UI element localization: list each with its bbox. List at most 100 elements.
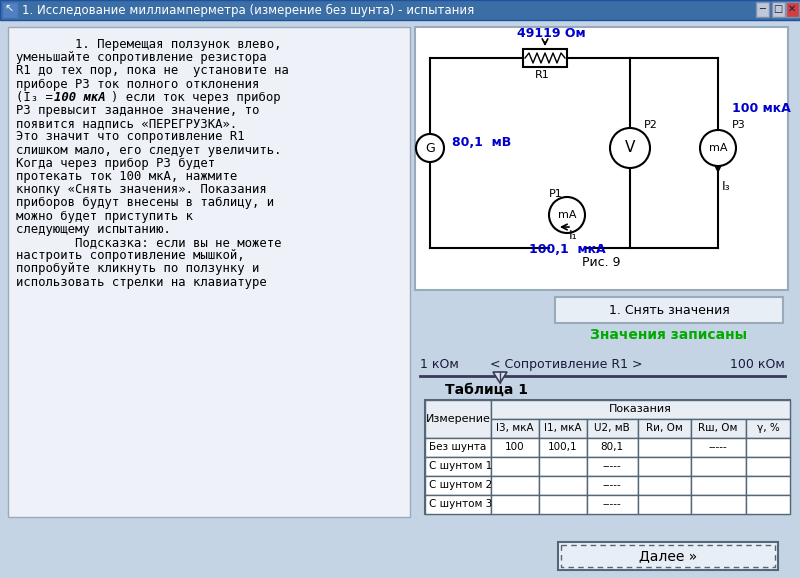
Bar <box>772 2 785 17</box>
Bar <box>691 457 746 476</box>
Bar <box>0 0 800 20</box>
Text: 100,1  мкА: 100,1 мкА <box>529 243 606 256</box>
Text: mA: mA <box>709 143 727 153</box>
Text: I3, мкА: I3, мкА <box>496 423 534 433</box>
Bar <box>491 457 539 476</box>
Text: 100 мкА: 100 мкА <box>54 91 106 104</box>
Text: 100: 100 <box>505 442 525 452</box>
Text: 1. Перемещая ползунок влево,: 1. Перемещая ползунок влево, <box>16 38 282 51</box>
Text: Rи, Ом: Rи, Ом <box>646 423 682 433</box>
Bar <box>638 495 691 514</box>
Bar <box>425 476 491 495</box>
Bar <box>746 419 790 438</box>
Text: -----: ----- <box>709 442 727 452</box>
Text: Далее »: Далее » <box>639 549 697 563</box>
Bar <box>555 297 783 323</box>
Bar <box>561 545 775 567</box>
Bar <box>425 457 491 476</box>
Bar <box>523 49 567 67</box>
Text: V: V <box>625 140 635 155</box>
Bar <box>691 419 746 438</box>
Text: ↖: ↖ <box>4 5 14 15</box>
Bar <box>491 438 539 457</box>
Bar <box>415 27 788 290</box>
Text: 1. Исследование миллиамперметра (измерение без шунта) - испытания: 1. Исследование миллиамперметра (измерен… <box>22 3 474 17</box>
Text: С шунтом 3: С шунтом 3 <box>429 499 492 509</box>
Text: приборе P3 ток полного отклонения: приборе P3 ток полного отклонения <box>16 77 259 91</box>
Bar <box>746 457 790 476</box>
Text: уменьшайте сопротивление резистора: уменьшайте сопротивление резистора <box>16 51 266 64</box>
Bar <box>786 2 799 17</box>
Bar <box>558 542 778 570</box>
Bar <box>638 457 691 476</box>
Text: -----: ----- <box>602 480 622 490</box>
Bar <box>425 495 491 514</box>
Text: -----: ----- <box>602 461 622 471</box>
Text: γ, %: γ, % <box>757 423 779 433</box>
Text: P3: P3 <box>732 120 746 130</box>
Bar <box>2 2 18 18</box>
Text: 100 кОм: 100 кОм <box>730 358 785 371</box>
Bar <box>425 438 491 457</box>
Bar <box>691 476 746 495</box>
Text: R1: R1 <box>534 70 550 80</box>
Text: 80,1  мВ: 80,1 мВ <box>452 136 511 150</box>
Text: кнопку «Снять значения». Показания: кнопку «Снять значения». Показания <box>16 183 266 196</box>
Text: ✕: ✕ <box>788 4 796 14</box>
Bar <box>539 457 587 476</box>
Bar <box>587 476 638 495</box>
Text: I1, мкА: I1, мкА <box>544 423 582 433</box>
Bar <box>587 419 638 438</box>
Text: 100 мкА: 100 мкА <box>732 102 790 115</box>
Text: можно будет приступить к: можно будет приступить к <box>16 210 193 223</box>
Text: R1 до тех пор, пока не  установите на: R1 до тех пор, пока не установите на <box>16 64 289 77</box>
Bar <box>491 419 539 438</box>
Circle shape <box>700 130 736 166</box>
Text: Без шунта: Без шунта <box>429 442 486 452</box>
Text: -----: ----- <box>602 499 622 509</box>
Text: Рис. 9: Рис. 9 <box>582 256 620 269</box>
Bar <box>587 438 638 457</box>
Bar <box>539 419 587 438</box>
Text: G: G <box>425 142 435 154</box>
Text: Это значит что сопротивление R1: Это значит что сопротивление R1 <box>16 131 245 143</box>
Text: (I₃ =: (I₃ = <box>16 91 60 104</box>
Bar <box>746 476 790 495</box>
Bar <box>539 438 587 457</box>
Bar <box>539 495 587 514</box>
Bar <box>587 457 638 476</box>
Text: Таблица 1: Таблица 1 <box>445 383 528 397</box>
Circle shape <box>549 197 585 233</box>
Bar <box>746 438 790 457</box>
Bar <box>756 2 769 17</box>
Text: 100,1: 100,1 <box>548 442 578 452</box>
Text: Когда через прибор P3 будет: Когда через прибор P3 будет <box>16 157 215 170</box>
Bar <box>638 438 691 457</box>
Text: следующему испытанию.: следующему испытанию. <box>16 223 171 236</box>
Text: 80,1: 80,1 <box>601 442 623 452</box>
Text: Подсказка: если вы не можете: Подсказка: если вы не можете <box>16 236 282 249</box>
Text: протекать ток 100 мкА, нажмите: протекать ток 100 мкА, нажмите <box>16 170 238 183</box>
Bar <box>425 400 491 438</box>
Text: I₃: I₃ <box>722 180 730 193</box>
Text: Измерение: Измерение <box>426 414 490 424</box>
Bar <box>425 400 790 514</box>
Text: Rш, Ом: Rш, Ом <box>698 423 738 433</box>
Circle shape <box>416 134 444 162</box>
Bar <box>491 495 539 514</box>
Bar <box>691 495 746 514</box>
Text: 1. Снять значения: 1. Снять значения <box>609 303 730 317</box>
Bar <box>491 476 539 495</box>
Text: С шунтом 2: С шунтом 2 <box>429 480 492 490</box>
Bar <box>587 495 638 514</box>
Bar <box>491 400 790 419</box>
Text: Значения записаны: Значения записаны <box>590 328 747 342</box>
Text: 1 кОм: 1 кОм <box>420 358 459 371</box>
Text: mA: mA <box>558 210 576 220</box>
Bar <box>691 438 746 457</box>
Text: настроить сопротивление мышкой,: настроить сопротивление мышкой, <box>16 249 245 262</box>
Text: приборов будут внесены в таблицу, и: приборов будут внесены в таблицу, и <box>16 197 274 209</box>
Text: Показания: Показания <box>609 404 671 414</box>
Text: P2: P2 <box>644 120 658 130</box>
Text: использовать стрелки на клавиатуре: использовать стрелки на клавиатуре <box>16 276 266 288</box>
